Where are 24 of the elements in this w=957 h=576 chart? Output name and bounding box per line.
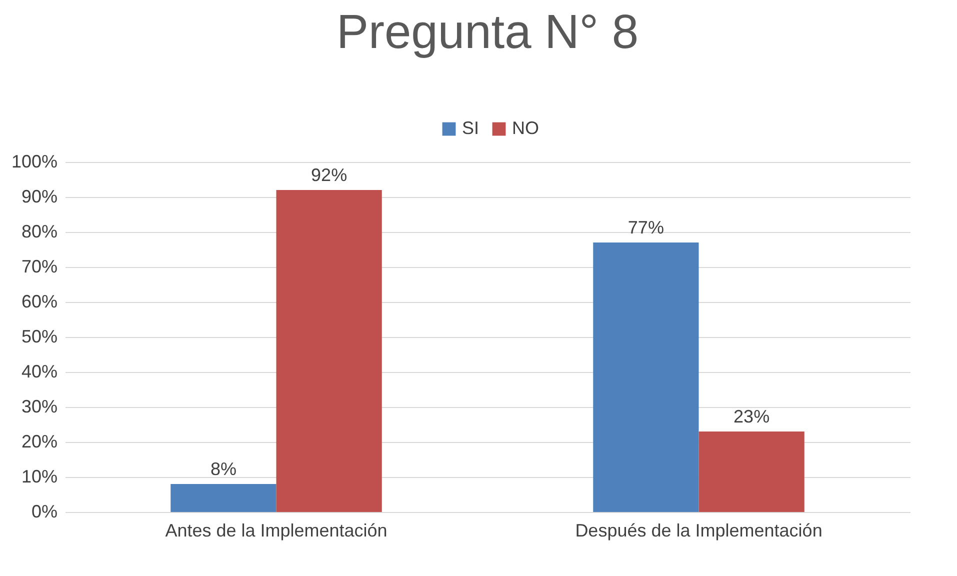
- y-tick-label: 90%: [21, 186, 58, 206]
- bar: [170, 484, 276, 512]
- x-tick-label: Antes de la Implementación: [165, 520, 388, 540]
- y-tick-label: 60%: [21, 292, 58, 312]
- y-tick-label: 20%: [21, 432, 58, 452]
- bar: [698, 432, 804, 512]
- y-tick-label: 100%: [11, 152, 58, 172]
- y-tick-label: 70%: [21, 256, 58, 276]
- x-tick-label: Después de la Implementación: [575, 520, 822, 540]
- data-label: 23%: [734, 406, 770, 426]
- bar: [276, 190, 382, 512]
- y-tick-label: 50%: [21, 326, 58, 346]
- y-tick-label: 80%: [21, 222, 58, 242]
- legend-label: NO: [512, 118, 539, 138]
- y-tick-label: 30%: [21, 396, 58, 416]
- legend-label: SI: [462, 118, 480, 138]
- data-label: 8%: [210, 459, 236, 479]
- data-label: 92%: [311, 165, 348, 185]
- y-tick-label: 40%: [21, 362, 58, 382]
- bar: [593, 242, 699, 512]
- y-tick-label: 10%: [21, 466, 58, 486]
- y-tick-label: 0%: [31, 502, 58, 522]
- data-label: 77%: [628, 218, 664, 238]
- chart-title: Pregunta N° 8: [336, 6, 639, 59]
